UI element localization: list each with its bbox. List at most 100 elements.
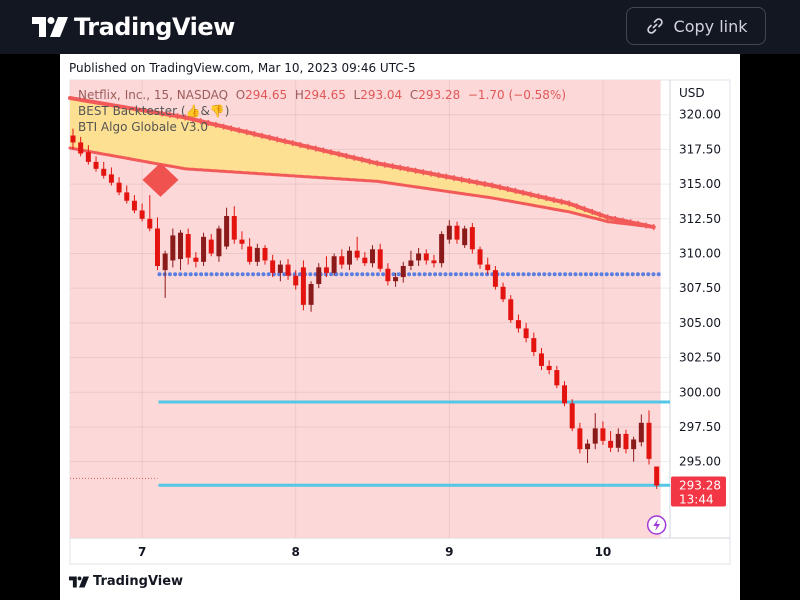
published-info: Published on TradingView.com, Mar 10, 20… [69,61,416,75]
candle-body[interactable] [554,370,560,386]
candle-body[interactable] [462,228,468,246]
candle-body[interactable] [538,353,544,366]
support-dot [391,272,396,277]
candle-body[interactable] [93,161,99,169]
candle-body[interactable] [270,260,276,273]
candle-body[interactable] [393,277,399,282]
candle-body[interactable] [254,247,260,262]
candle-body[interactable] [293,275,299,286]
support-dot [344,272,349,277]
candle-body[interactable] [592,428,598,444]
chart-legend: Netflix, Inc., 15, NASDAQ O294.65 H294.6… [78,87,566,135]
candle-body[interactable] [477,249,483,265]
candle-body[interactable] [262,247,268,261]
candle-body[interactable] [439,234,445,264]
candle-body[interactable] [154,228,160,266]
candle-body[interactable] [531,338,537,353]
support-dot [557,272,562,277]
candle-body[interactable] [492,270,498,287]
candle-body[interactable] [300,267,306,305]
candle-body[interactable] [446,225,452,240]
copy-link-button[interactable]: Copy link [626,7,766,45]
candle-body[interactable] [308,284,314,305]
candle-body[interactable] [85,152,91,162]
candle-body[interactable] [454,225,460,240]
candle-body[interactable] [224,216,230,247]
candle-body[interactable] [285,264,291,276]
candle-body[interactable] [247,246,253,262]
candle-body[interactable] [70,135,76,143]
candle-body[interactable] [116,182,122,193]
support-dot [542,272,547,277]
candle-body[interactable] [377,249,383,269]
candle-body[interactable] [124,192,130,201]
candle-body[interactable] [600,428,606,441]
sell-signal-marker[interactable] [142,162,179,197]
candle-body[interactable] [354,250,360,258]
candle-body[interactable] [508,299,514,321]
candle-body[interactable] [231,216,237,240]
legend-study-algo[interactable]: BTI Algo Globale V3.0 [78,120,209,134]
candle-body[interactable] [362,257,368,264]
candle-body[interactable] [277,264,283,273]
y-tick-label: 297.50 [679,420,721,434]
support-dot [526,272,531,277]
candle-body[interactable] [208,239,214,254]
candle-body[interactable] [193,257,199,262]
x-tick-label: 8 [292,545,300,559]
legend-study-backtester[interactable]: BEST Backtester (👍&👎) [78,104,230,118]
support-dot [407,272,412,277]
candle-body[interactable] [131,200,137,211]
candle-body[interactable] [623,433,629,450]
candle-body[interactable] [185,234,191,258]
support-dot [365,272,370,277]
candle-body[interactable] [654,466,660,486]
support-dot [443,272,448,277]
candle-body[interactable] [316,267,322,285]
candle-body[interactable] [178,232,184,260]
candle-body[interactable] [469,227,475,250]
candle-body[interactable] [500,286,506,300]
support-dot [245,272,250,277]
candle-body[interactable] [638,422,644,443]
candle-body[interactable] [562,385,568,404]
candle-body[interactable] [78,142,84,154]
candle-body[interactable] [147,218,153,229]
candle-body[interactable] [631,439,637,450]
candle-body[interactable] [370,249,376,264]
chart-canvas[interactable]: 320.00 317.50 315.00 312.50 310.00 307.50 305.… [60,54,740,600]
candle-body[interactable] [577,428,583,450]
candle-body[interactable] [646,422,652,459]
candle-body[interactable] [201,236,207,262]
candle-body[interactable] [162,253,168,271]
candle-body[interactable] [546,365,552,371]
candle-body[interactable] [170,235,176,261]
candle-body[interactable] [569,403,575,429]
brand[interactable]: TradingView [32,10,235,44]
tradingview-logo-icon [69,575,89,588]
candle-body[interactable] [515,320,521,329]
candle-body[interactable] [331,256,337,273]
candle-body[interactable] [216,228,222,257]
candle-body[interactable] [416,253,422,261]
candle-body[interactable] [423,253,429,261]
candle-body[interactable] [346,250,352,265]
candle-body[interactable] [239,239,245,244]
candle-body[interactable] [408,260,414,266]
candle-body[interactable] [485,264,491,271]
candle-body[interactable] [431,260,437,264]
candle-body[interactable] [615,433,621,448]
candle-body[interactable] [339,256,345,265]
candle-body[interactable] [323,267,329,273]
candle-body[interactable] [108,174,114,183]
candle-body[interactable] [608,440,614,448]
candle-body[interactable] [523,328,529,339]
candle-body[interactable] [400,265,406,278]
candle-body[interactable] [385,268,391,282]
support-dot [329,272,334,277]
candle-body[interactable] [101,168,107,176]
legend-symbol[interactable]: Netflix, Inc., 15, NASDAQ [78,88,229,102]
footer-brand[interactable]: TradingView [69,574,183,589]
candle-body[interactable] [585,443,591,450]
candle-body[interactable] [139,210,145,219]
